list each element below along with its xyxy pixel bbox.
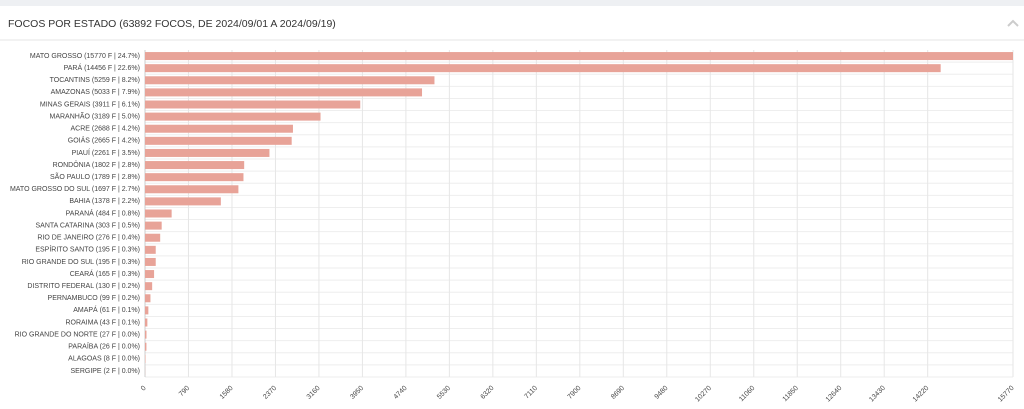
- y-tick-label: PIAUÍ (2261 F | 3.5%): [72, 148, 140, 157]
- bar: [145, 233, 161, 242]
- y-tick-label: MATO GROSSO (15770 F | 24.7%): [30, 53, 140, 60]
- bar: [145, 161, 245, 170]
- y-tick-label: PERNAMBUCO (99 F | 0.2%): [48, 295, 140, 302]
- panel-title: FOCOS POR ESTADO (63892 FOCOS, DE 2024/0…: [8, 18, 336, 30]
- x-tick-label: 3160: [306, 385, 322, 401]
- y-tick-label: TOCANTINS (5259 F | 8.2%): [50, 77, 140, 84]
- bar: [145, 52, 1013, 61]
- y-tick-label: ACRE (2688 F | 4.2%): [70, 126, 140, 133]
- y-tick-label: PARÁ (14456 F | 22.6%): [64, 63, 140, 72]
- y-tick-label: ALAGOAS (8 F | 0.0%): [68, 356, 140, 363]
- bar: [145, 306, 149, 315]
- bar: [145, 136, 292, 145]
- bar: [145, 282, 153, 291]
- x-tick-label: 15770: [997, 385, 1016, 404]
- y-tick-label: DISTRITO FEDERAL (130 F | 0.2%): [27, 283, 140, 290]
- x-tick-label: 10270: [694, 385, 713, 404]
- x-tick-label: 9480: [654, 385, 670, 401]
- x-tick-label: 3950: [349, 385, 365, 401]
- x-tick-label: 4740: [393, 385, 409, 401]
- x-tick-label: 11060: [738, 385, 756, 403]
- y-tick-label: SÃO PAULO (1789 F | 2.8%): [50, 172, 140, 181]
- bar: [145, 124, 293, 133]
- x-tick-label: 5530: [436, 385, 452, 401]
- bar: [145, 221, 162, 230]
- y-tick-label: MARANHÃO (3189 F | 5.0%): [49, 111, 140, 120]
- y-tick-label: MATO GROSSO DO SUL (1697 F | 2.7%): [10, 186, 140, 193]
- y-tick-label: RORAIMA (43 F | 0.1%): [65, 319, 140, 326]
- x-tick-label: 13430: [868, 385, 887, 404]
- bar: [145, 257, 156, 266]
- bar: [145, 330, 147, 339]
- x-tick-label: 12640: [825, 385, 844, 404]
- y-tick-label: GOIÁS (2665 F | 4.2%): [68, 136, 140, 145]
- bar: [145, 245, 156, 254]
- y-tick-label: RONDÔNIA (1802 F | 2.8%): [53, 160, 140, 169]
- bar: [145, 197, 221, 206]
- bar: [145, 148, 270, 157]
- bar: [145, 88, 423, 97]
- x-tick-label: 6320: [480, 385, 496, 401]
- y-tick-label: ESPÍRITO SANTO (195 F | 0.3%): [35, 245, 140, 254]
- y-tick-label: RIO DE JANEIRO (276 F | 0.4%): [37, 235, 140, 242]
- bar: [145, 270, 155, 279]
- x-tick-label: 1580: [219, 385, 235, 401]
- bar: [145, 173, 244, 182]
- x-tick-label: 7110: [523, 385, 539, 401]
- y-tick-label: PARAÍBA (26 F | 0.0%): [68, 342, 140, 351]
- x-tick-label: 790: [178, 385, 191, 398]
- y-tick-label: RIO GRANDE DO SUL (195 F | 0.3%): [22, 259, 140, 266]
- bar: [145, 64, 941, 73]
- bar: [145, 294, 151, 303]
- bar: [145, 342, 147, 351]
- y-tick-label: AMAZONAS (5033 F | 7.9%): [51, 89, 140, 96]
- bar: [145, 112, 321, 121]
- bar: [145, 185, 239, 194]
- bar: [145, 318, 148, 327]
- y-tick-label: RIO GRANDE DO NORTE (27 F | 0.0%): [15, 331, 140, 338]
- bar: [145, 100, 361, 109]
- y-tick-label: MINAS GERAIS (3911 F | 6.1%): [40, 101, 140, 108]
- x-tick-label: 2370: [262, 385, 278, 401]
- y-tick-label: PARANÁ (484 F | 0.8%): [66, 208, 140, 217]
- bar: [145, 76, 435, 85]
- y-tick-label: SANTA CATARINA (303 F | 0.5%): [35, 222, 140, 229]
- y-tick-label: CEARÁ (165 F | 0.3%): [70, 269, 140, 278]
- x-tick-label: 14220: [912, 385, 931, 404]
- collapse-icon[interactable]: [1007, 19, 1019, 27]
- x-tick-label: 7900: [567, 385, 583, 401]
- y-tick-label: SERGIPE (2 F | 0.0%): [70, 368, 140, 375]
- y-tick-label: BAHIA (1378 F | 2.2%): [69, 198, 140, 205]
- y-tick-label: AMAPÁ (61 F | 0.1%): [73, 305, 140, 314]
- x-tick-label: 11850: [782, 385, 800, 403]
- x-tick-label: 8690: [610, 385, 626, 401]
- bar: [145, 209, 172, 218]
- x-tick-label: 0: [140, 385, 148, 393]
